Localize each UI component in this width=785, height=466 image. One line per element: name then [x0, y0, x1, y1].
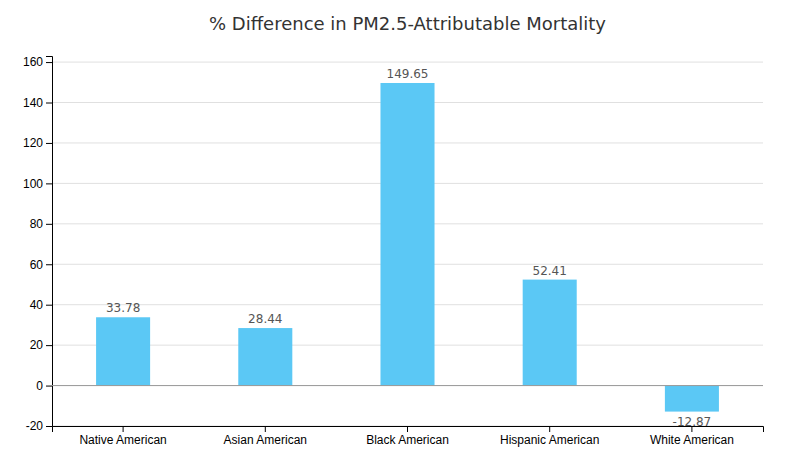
- x-tick: Native American: [79, 426, 166, 447]
- y-tick-mark: [46, 264, 52, 265]
- x-tick-label: White American: [650, 433, 734, 447]
- y-tick-label: 160: [23, 55, 43, 69]
- grid-line: [52, 62, 763, 63]
- y-tick-mark: [46, 103, 52, 104]
- x-tick-mark: [265, 426, 266, 432]
- y-tick-mark: [46, 224, 52, 225]
- y-tick-mark: [46, 143, 52, 144]
- y-tick-mark: [46, 345, 52, 346]
- bar: [238, 328, 292, 386]
- y-tick-label: 20: [30, 338, 44, 352]
- zero-line: [52, 385, 763, 386]
- x-tick: Black American: [366, 426, 449, 447]
- y-tick-mark: [46, 386, 52, 387]
- data-label: -12.87: [673, 415, 712, 429]
- grid-line: [52, 385, 763, 386]
- y-tick: 60: [30, 258, 52, 272]
- y-axis: -20 0 20 40 60 80 100 120 140 160: [23, 55, 53, 433]
- data-label: 28.44: [248, 312, 282, 326]
- chart-svg: % Difference in PM2.5-Attributable Morta…: [0, 0, 785, 466]
- y-tick: 80: [30, 217, 52, 231]
- y-tick: 140: [23, 96, 52, 110]
- data-label: 33.78: [106, 301, 140, 315]
- bar: [96, 317, 150, 385]
- y-tick: 40: [30, 298, 52, 312]
- grid: [52, 62, 763, 426]
- bars: [96, 83, 719, 412]
- y-tick-mark: [46, 183, 52, 184]
- y-tick-mark: [46, 426, 52, 427]
- x-tick-label: Asian American: [224, 433, 307, 447]
- y-axis-line: [46, 57, 53, 427]
- y-tick: 120: [23, 136, 52, 150]
- plot-area: -20 0 20 40 60 80 100 120 140 160 Native American A…: [23, 55, 764, 446]
- x-tick-label: Hispanic American: [500, 433, 599, 447]
- y-tick-label: 140: [23, 96, 43, 110]
- y-tick-mark: [46, 62, 52, 63]
- data-label: 52.41: [533, 264, 567, 278]
- y-tick-label: 80: [30, 217, 44, 231]
- x-tick-label: Black American: [366, 433, 449, 447]
- y-tick-label: 120: [23, 136, 43, 150]
- x-tick-mark: [407, 426, 408, 432]
- x-tick: White American: [650, 426, 734, 447]
- data-labels: 33.78 28.44 149.65 52.41 -12.87: [106, 67, 711, 429]
- y-tick-label: -20: [26, 419, 44, 433]
- chart-title: % Difference in PM2.5-Attributable Morta…: [209, 13, 606, 34]
- y-tick-label: 100: [23, 177, 43, 191]
- y-tick: 20: [30, 338, 52, 352]
- bar: [665, 386, 719, 412]
- x-axis-line: [53, 427, 764, 433]
- x-tick-label: Native American: [79, 433, 166, 447]
- y-tick-label: 60: [30, 258, 44, 272]
- y-tick-label: 40: [30, 298, 44, 312]
- bar: [523, 280, 577, 386]
- y-tick-mark: [46, 305, 52, 306]
- x-tick: Asian American: [224, 426, 307, 447]
- y-tick-label: 0: [36, 379, 43, 393]
- y-tick: 100: [23, 177, 52, 191]
- chart-container: % Difference in PM2.5-Attributable Morta…: [0, 0, 785, 466]
- y-tick: 160: [23, 55, 52, 69]
- x-tick-mark: [549, 426, 550, 432]
- data-label: 149.65: [387, 67, 429, 81]
- y-tick: 0: [36, 379, 52, 393]
- x-tick: Hispanic American: [500, 426, 599, 447]
- x-tick-mark: [123, 426, 124, 432]
- bar: [380, 83, 434, 386]
- y-tick: -20: [26, 419, 52, 433]
- x-axis: Native American Asian American Black Ameri…: [53, 426, 764, 447]
